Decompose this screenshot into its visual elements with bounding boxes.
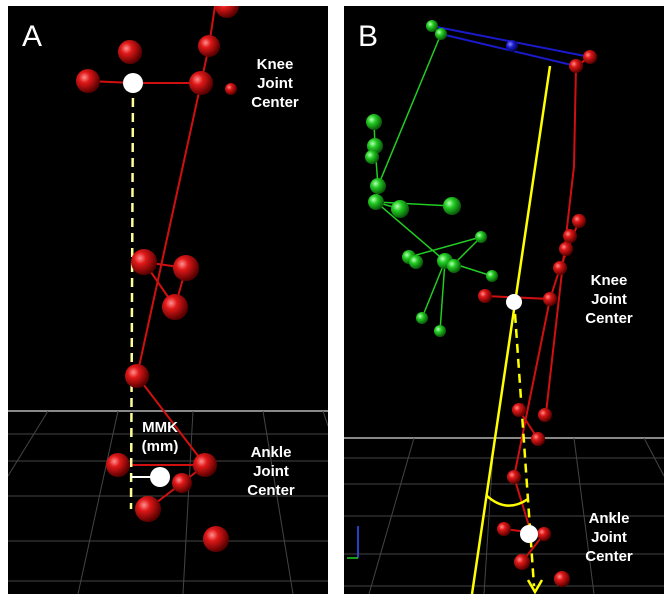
label-line: Ankle [588,510,630,527]
ankle-joint-center-label: Ankle Joint Center [236,443,306,500]
knee-ankle-dashed-line [512,298,536,587]
panel-a-scene [8,6,328,594]
ankle-joint-center-marker [150,467,170,487]
panel-a: A Knee Joint Center MMK (mm) Ankle Joint… [8,6,328,594]
label-line: Joint [253,463,289,480]
floor-grid [344,437,664,594]
label-line: Knee [590,272,628,289]
mechanical-axis-line [470,65,552,594]
angle-arc [485,494,529,507]
green-segments [373,25,493,332]
ankle-joint-center-label: Ankle Joint Center [574,509,644,566]
axis-triad [347,526,359,559]
label-line: Center [585,310,633,327]
panel-b-scene [344,20,664,594]
label-line: Ankle [250,444,292,461]
label-line: (mm) [141,438,179,455]
label-line: Joint [591,291,627,308]
knee-joint-center-marker [123,73,143,93]
knee-joint-center-marker [506,294,522,310]
label-line: Center [247,482,295,499]
mmk-label: MMK (mm) [130,418,190,456]
label-line: Center [585,548,633,565]
label-line: MMK [142,419,178,436]
panel-b-letter: B [358,20,379,53]
knee-joint-center-label: Knee Joint Center [574,271,644,328]
red-markers [76,6,239,552]
ankle-joint-center-marker [520,525,538,543]
floor-grid [8,410,328,594]
red-markers [478,50,597,587]
label-line: Joint [257,75,293,92]
label-line: Joint [591,529,627,546]
panel-b: B Knee Joint Center Ankle Joint Center [344,6,664,594]
mmk-dashed-line [129,82,135,510]
blue-marker [506,40,518,52]
panel-a-letter: A [22,20,43,53]
arrowhead [526,579,544,594]
label-line: Knee [256,56,294,73]
label-line: Center [251,94,299,111]
green-markers [365,20,498,337]
knee-joint-center-label: Knee Joint Center [240,55,310,112]
